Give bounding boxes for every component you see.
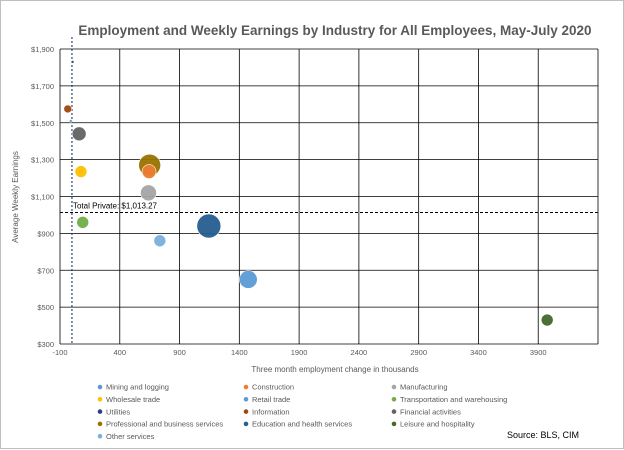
bubble-wholesale-trade xyxy=(74,165,88,178)
legend-marker-retail-trade xyxy=(243,397,249,402)
legend-label-retail-trade: Retail trade xyxy=(252,395,290,404)
y-tick-label: $300 xyxy=(37,340,54,349)
bubble-retail-trade xyxy=(239,270,258,289)
y-tick-label: $1,500 xyxy=(31,119,54,128)
legend-label-leisure-and-hospitality: Leisure and hospitality xyxy=(400,420,475,429)
x-axis-label: Three month employment change in thousan… xyxy=(251,365,418,374)
legend-marker-mining-and-logging xyxy=(97,384,103,390)
axes: $300 $500 $700 $900 $1,100 $1,300 $1,500 $1,700… xyxy=(31,45,547,357)
x-tick-label: 3400 xyxy=(470,348,487,357)
x-tick-label: 2400 xyxy=(351,348,368,357)
legend-label-utilities: Utilities xyxy=(106,407,130,416)
legend-marker-other-services xyxy=(97,433,103,439)
legend-marker-financial-activities xyxy=(391,409,397,414)
x-tick-label: 1900 xyxy=(291,348,308,357)
bubble-mining-and-logging xyxy=(68,119,73,123)
y-tick-label: $900 xyxy=(37,229,54,238)
y-axis-label: Average Weekly Earnings xyxy=(11,151,20,243)
bubble-utilities xyxy=(70,60,75,64)
bubble-leisure-and-hospitality xyxy=(540,313,554,327)
legend-marker-leisure-and-hospitality xyxy=(391,421,397,427)
x-tick-label: 3900 xyxy=(530,348,547,357)
x-tick-label: 1400 xyxy=(231,348,248,357)
legend-label-manufacturing: Manufacturing xyxy=(400,383,448,392)
legend-label-construction: Construction xyxy=(252,383,294,392)
legend-marker-utilities xyxy=(97,409,103,414)
bubble-other-services xyxy=(153,234,167,248)
legend-marker-transportation-and-warehousing xyxy=(391,397,397,402)
legend-marker-wholesale-trade xyxy=(97,397,103,402)
reference-lines: Total Private: $1,013.27 xyxy=(60,37,598,344)
x-tick-label: -100 xyxy=(52,348,67,357)
x-tick-label: 2900 xyxy=(410,348,427,357)
y-tick-label: $500 xyxy=(37,303,54,312)
gridlines xyxy=(59,48,599,345)
legend: Mining and logging Construction Manufactur… xyxy=(97,383,507,441)
y-tick-label: $700 xyxy=(37,266,54,275)
bubble-financial-activities xyxy=(71,126,87,142)
x-tick-label: 900 xyxy=(173,348,186,357)
legend-label-information: Information xyxy=(252,407,290,416)
legend-marker-construction xyxy=(243,384,249,390)
x-tick-label: 400 xyxy=(114,348,127,357)
bubble-transportation-and-warehousing xyxy=(76,216,90,229)
legend-label-financial-activities: Financial activities xyxy=(400,407,461,416)
bubble-education-and-health-services xyxy=(196,213,222,239)
total-private-label: Total Private: $1,013.27 xyxy=(73,201,158,210)
y-tick-label: $1,100 xyxy=(31,193,54,202)
source-note: Source: BLS, CIM xyxy=(507,430,579,440)
y-tick-label: $1,700 xyxy=(31,82,54,91)
bubble-information xyxy=(63,104,73,114)
legend-marker-manufacturing xyxy=(391,384,397,390)
legend-label-education-and-health-services: Education and health services xyxy=(252,420,352,429)
bubble-manufacturing xyxy=(140,184,157,202)
legend-marker-education-and-health-services xyxy=(243,421,249,427)
legend-label-wholesale-trade: Wholesale trade xyxy=(106,395,160,404)
bubbles xyxy=(63,60,554,327)
legend-label-professional-and-business-services: Professional and business services xyxy=(106,420,223,429)
legend-label-other-services: Other services xyxy=(106,432,155,441)
chart-title: Employment and Weekly Earnings by Indust… xyxy=(78,23,591,38)
bubble-construction xyxy=(141,164,157,179)
legend-label-mining-and-logging: Mining and logging xyxy=(106,383,169,392)
legend-marker-professional-and-business-services xyxy=(97,421,103,427)
legend-marker-information xyxy=(243,409,249,414)
legend-label-transportation-and-warehousing: Transportation and warehousing xyxy=(400,395,507,404)
y-tick-label: $1,900 xyxy=(31,45,54,54)
y-tick-label: $1,300 xyxy=(31,156,54,165)
